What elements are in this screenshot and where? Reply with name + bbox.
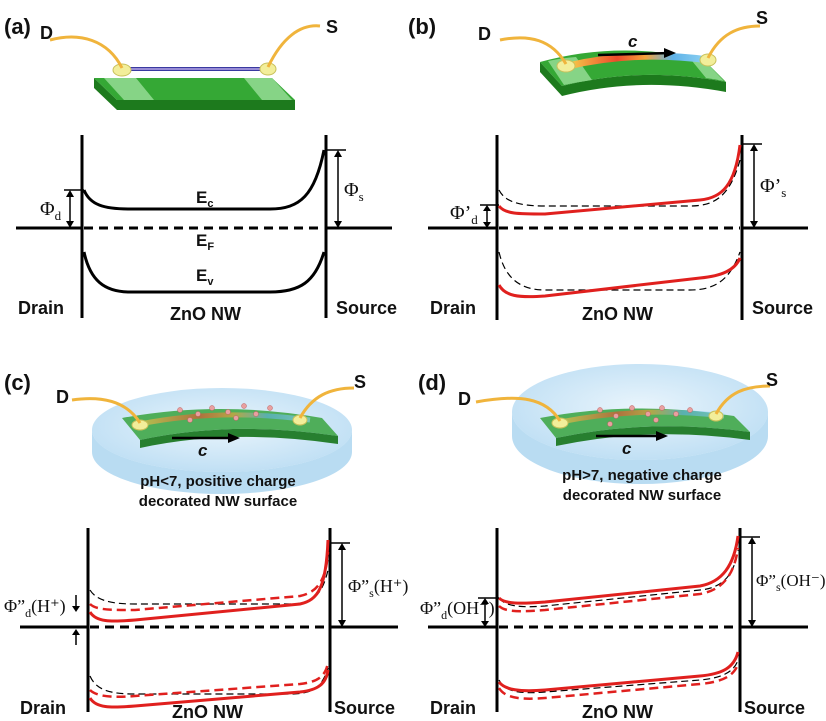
panel-b-letter: (b) [408, 14, 436, 39]
panel-d-letter: (d) [418, 370, 446, 395]
current-label-c: c [198, 441, 208, 460]
band-diagram-c [20, 528, 398, 712]
drain-label-c: Drain [20, 698, 66, 718]
conduction-band-c [88, 539, 330, 623]
valence-band-c [88, 669, 330, 709]
drain-contact-label-a: D [40, 23, 53, 43]
valence-band-a [82, 251, 326, 294]
phi-s-label-d: Φ”s(OH⁻) [756, 571, 826, 594]
panel-c: (c) D S c pH<7, positive charge decorate… [4, 370, 408, 721]
panel-a: (a) D S [4, 14, 397, 324]
source-label-d: Source [744, 698, 805, 718]
device-c [71, 386, 355, 494]
panel-c-letter: (c) [4, 370, 31, 395]
band-diagram-b [428, 135, 808, 320]
nw-label-a: ZnO NW [170, 304, 241, 324]
nw-label-d: ZnO NW [582, 702, 653, 721]
ef-label-a: EF [196, 231, 214, 253]
device-a [49, 24, 321, 110]
drain-wire-a [49, 35, 124, 69]
nw-label-b: ZnO NW [582, 304, 653, 324]
device-d [475, 364, 771, 484]
phi-d-label-a: Φd [40, 198, 62, 223]
ec-label-a: Ec [196, 188, 213, 210]
caption-line1-d: pH>7, negative charge [562, 467, 722, 484]
drain-contact-label-c: D [56, 387, 69, 407]
drain-label-b: Drain [430, 298, 476, 318]
phi-s-label-c: Φ”s(H⁺) [348, 576, 408, 600]
conduction-band-d [497, 535, 740, 605]
panel-a-letter: (a) [4, 14, 31, 39]
drain-label-a: Drain [18, 298, 64, 318]
valence-band-b [497, 257, 742, 299]
drain-contact-label-d: D [458, 389, 471, 409]
drain-contact-label-b: D [478, 24, 491, 44]
caption-line1-c: pH<7, positive charge [140, 473, 295, 490]
source-contact-label-d: S [766, 370, 778, 390]
nw-label-c: ZnO NW [172, 702, 243, 721]
panel-d: (d) D S c pH>7, negative charge decorate… [418, 364, 826, 721]
source-label-b: Source [752, 298, 813, 318]
current-label-b: c [628, 32, 638, 51]
phi-s-label-a: Φs [344, 179, 364, 204]
caption-line2-c: decorated NW surface [139, 493, 297, 510]
ev-label-a: Ev [196, 266, 214, 288]
device-b [499, 24, 761, 96]
drain-label-d: Drain [430, 698, 476, 718]
current-label-d: c [622, 439, 632, 458]
phi-d-label-d: Φ”d(OH⁻) [420, 598, 495, 622]
band-diagram-d [428, 528, 808, 712]
current-arrow-b [597, 51, 671, 57]
source-contact-label-c: S [354, 372, 366, 392]
band-diagram-a [16, 135, 392, 318]
phi-d-label-b: Φ’d [450, 202, 478, 227]
phi-s-label-b: Φ’s [760, 175, 786, 200]
source-contact-label-b: S [756, 8, 768, 28]
conduction-band-a [82, 149, 326, 211]
source-label-a: Source [336, 298, 397, 318]
panel-b: (b) D S c [408, 8, 813, 324]
source-label-c: Source [334, 698, 395, 718]
source-wire-a [266, 24, 321, 68]
caption-line2-d: decorated NW surface [563, 487, 721, 504]
source-contact-label-a: S [326, 17, 338, 37]
conduction-band-b [497, 144, 742, 216]
phi-d-label-c: Φ”d(H⁺) [4, 596, 66, 620]
valence-band-d [497, 651, 740, 693]
